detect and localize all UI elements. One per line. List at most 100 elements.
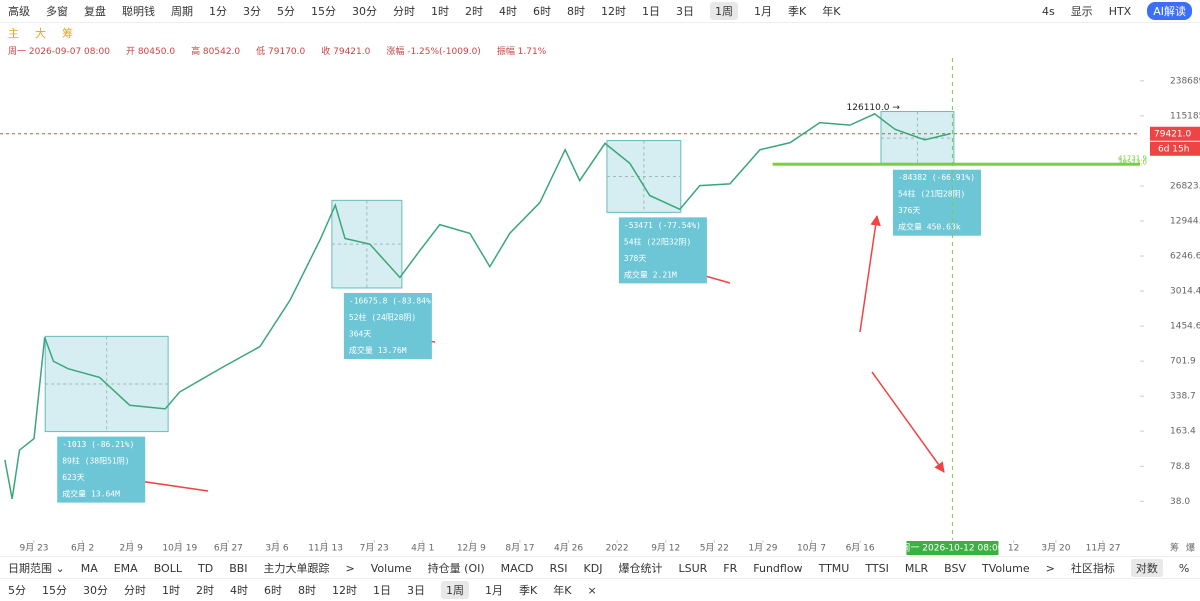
period-button[interactable]: 1月	[485, 584, 503, 597]
indicator-button[interactable]: TD	[197, 561, 214, 575]
period-button[interactable]: 6时	[533, 5, 551, 18]
indicator-button[interactable]: MLR	[904, 561, 929, 575]
period-button[interactable]: 12时	[332, 584, 357, 597]
y-tick-label: 38.0	[1170, 497, 1190, 507]
period-button[interactable]: 季K	[788, 5, 807, 18]
scale-button[interactable]: %	[1178, 561, 1190, 575]
info-item: 开 80450.0	[125, 47, 176, 57]
period-button[interactable]: 15分	[311, 5, 336, 18]
indicator-button[interactable]: TTMU	[818, 561, 850, 575]
tool-button[interactable]: 筹	[62, 26, 73, 40]
x-tick-label: 11月 13	[308, 543, 343, 554]
measure-text: 成交量 13.64M	[62, 489, 120, 499]
period-button[interactable]: 1时	[431, 5, 449, 18]
indicator-button[interactable]: KDJ	[583, 561, 603, 575]
measure-text: 成交量 13.76M	[349, 345, 407, 355]
period-button[interactable]: 1月	[754, 5, 772, 18]
indicator-button[interactable]: 爆仓统计	[618, 562, 663, 575]
period-button[interactable]: 年K	[553, 584, 572, 597]
indicator-button[interactable]: 持仓量 (OI)	[427, 562, 485, 575]
x-tick-label: 6月 16	[846, 543, 875, 554]
period-button[interactable]: 1周	[710, 2, 738, 20]
indicator-button[interactable]: TTSI	[865, 561, 889, 575]
period-button[interactable]: 1周	[441, 581, 469, 599]
info-item: 涨幅 -1.25%(-1009.0)	[386, 47, 481, 57]
period-button[interactable]: 3日	[407, 584, 425, 597]
info-item: 振幅 1.71%	[496, 47, 547, 57]
indicator-button[interactable]: EMA	[113, 561, 138, 575]
period-button[interactable]: 5分	[8, 584, 26, 597]
x-tick-label: 9月 23	[19, 543, 48, 554]
indicator-button[interactable]: BOLL	[153, 561, 182, 575]
indicator-button[interactable]: 主力大单跟踪	[263, 562, 330, 575]
indicator-button[interactable]: 日期范围 ⌄	[8, 562, 65, 575]
toolbar-button[interactable]: 高级	[8, 5, 30, 18]
indicator-button[interactable]: Volume	[370, 561, 412, 575]
period-label[interactable]: 周期	[171, 5, 193, 18]
indicator-button[interactable]: MACD	[500, 561, 534, 575]
period-button[interactable]: ×	[587, 583, 597, 597]
x-tick-label: 10月 19	[162, 543, 197, 554]
toolbar-button[interactable]: 聪明钱	[122, 5, 155, 18]
toolbar-right[interactable]: 4s	[1041, 4, 1055, 18]
x-tick-label: 12月 9	[457, 543, 486, 554]
y-tick-label: 3014.4	[1170, 287, 1200, 297]
period-button[interactable]: 15分	[42, 584, 67, 597]
last-price-label: 79421.0	[1154, 129, 1191, 139]
toolbar-right[interactable]: 显示	[1070, 5, 1093, 18]
period-button[interactable]: 1分	[209, 5, 227, 18]
toolbar-right[interactable]: AI解读	[1147, 2, 1192, 20]
period-button[interactable]: 分时	[393, 5, 415, 18]
period-button[interactable]: 1日	[373, 584, 391, 597]
period-button[interactable]: 8时	[298, 584, 316, 597]
period-button[interactable]: 30分	[83, 584, 108, 597]
indicator-button[interactable]: BBI	[229, 561, 248, 575]
indicator-button[interactable]: FR	[723, 561, 738, 575]
y-tick-label: 338.7	[1170, 392, 1196, 402]
period-button[interactable]: 3日	[676, 5, 694, 18]
period-button[interactable]: 5分	[277, 5, 295, 18]
measure-text: -16675.8 (-83.84%)	[349, 296, 436, 305]
toolbar-button[interactable]: 复盘	[84, 5, 106, 18]
period-button[interactable]: 8时	[567, 5, 585, 18]
measure-panel	[57, 436, 146, 503]
indicator-button[interactable]: RSI	[549, 561, 568, 575]
support-label: 41731.9	[1118, 155, 1147, 163]
tool-button[interactable]: 主	[8, 26, 19, 40]
y-tick-label: 115185.1	[1170, 111, 1200, 121]
period-button[interactable]: 季K	[519, 584, 538, 597]
period-button[interactable]: 30分	[352, 5, 377, 18]
period-button[interactable]: 1时	[162, 584, 180, 597]
countdown-label: 6d 15h	[1158, 144, 1189, 154]
period-button[interactable]: 2时	[465, 5, 483, 18]
period-bar: 5分 15分 30分 分时 1时 2时 4时 6时 8时 12时 1日 3日 1周 1月 季K 年K ×	[0, 578, 1200, 601]
y-tick-label: 12944.3	[1170, 216, 1200, 226]
period-button[interactable]: 分时	[124, 584, 146, 597]
measure-text: 成交量 2.21M	[624, 269, 677, 279]
period-button[interactable]: 12时	[601, 5, 626, 18]
period-button[interactable]: 1日	[642, 5, 660, 18]
y-tick-label: 238689.6	[1170, 76, 1200, 86]
tool-button[interactable]: 大	[35, 26, 46, 40]
period-button[interactable]: 4时	[230, 584, 248, 597]
indicator-button[interactable]: >	[1045, 561, 1055, 575]
x-tick-label: 2022	[606, 544, 629, 554]
toolbar-right[interactable]: HTX	[1108, 4, 1132, 18]
toolbar-button[interactable]: 多窗	[46, 5, 68, 18]
period-button[interactable]: 2时	[196, 584, 214, 597]
period-button[interactable]: 4时	[499, 5, 517, 18]
indicator-button[interactable]: Fundflow	[753, 561, 803, 575]
x-tick-label: 4月 26	[554, 543, 583, 554]
scale-button[interactable]: 对数	[1130, 559, 1163, 577]
indicator-button[interactable]: 社区指标	[1070, 562, 1115, 575]
period-button[interactable]: 3分	[243, 5, 261, 18]
x-tick-label: 9月 12	[651, 543, 680, 554]
indicator-button[interactable]: MA	[80, 561, 98, 575]
indicator-button[interactable]: >	[345, 561, 355, 575]
indicator-button[interactable]: BSV	[944, 561, 966, 575]
period-button[interactable]: 6时	[264, 584, 282, 597]
indicator-button[interactable]: LSUR	[678, 561, 708, 575]
indicator-button[interactable]: TVolume	[981, 561, 1030, 575]
period-button[interactable]: 年K	[822, 5, 841, 18]
top-toolbar: 高级 多窗 复盘 聪明钱 周期 1分 3分 5分 15分 30分 分时 1时 2时 4时 6时 8时 12时 1日…	[0, 0, 1200, 23]
